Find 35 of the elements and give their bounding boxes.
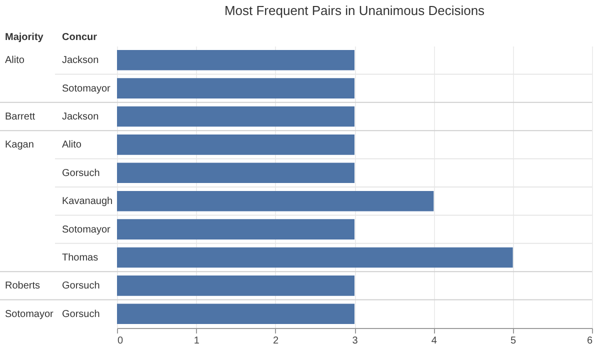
x-tick-label: 6	[586, 336, 593, 346]
y-tick-label: Thomas	[62, 252, 98, 264]
bar	[117, 50, 354, 70]
x-tick-label: 1	[194, 336, 200, 346]
y2-tick-label: Sotomayor	[5, 308, 54, 320]
y2-tick-label: Alito	[5, 55, 25, 66]
x-tick-label: 5	[510, 336, 517, 346]
text: Majority	[5, 32, 44, 43]
y-tick-label: Jackson	[62, 112, 99, 122]
y-tick-label: Kavanaugh	[62, 196, 113, 208]
y-tick-label: Gorsuch	[62, 308, 100, 320]
y2-tick-label: Barrett	[5, 112, 36, 122]
bar	[117, 219, 354, 240]
x-tick-label: 0	[118, 336, 124, 346]
x-tick-label: 4	[431, 336, 438, 346]
bar	[117, 106, 354, 127]
bar	[117, 162, 354, 184]
bar	[117, 304, 354, 324]
bar	[117, 276, 354, 296]
bar	[117, 134, 354, 155]
chart-title: Most Frequent Pairs in Unanimous Decisions	[224, 3, 486, 18]
y-tick-label: Jackson	[62, 55, 99, 66]
y-tick-label: Gorsuch	[62, 280, 100, 292]
y-tick-label: Gorsuch	[62, 168, 100, 179]
y-axis-title: Concur	[62, 32, 98, 43]
y-tick-label: Sotomayor	[62, 83, 112, 94]
y-tick-label: Sotomayor	[62, 224, 112, 236]
y2-tick-label: Kagan	[5, 140, 34, 151]
bar	[117, 78, 354, 98]
x-tick-label: 2	[273, 336, 280, 346]
bar	[117, 247, 513, 268]
bar	[117, 190, 434, 212]
x-tick-label: 3	[352, 336, 358, 346]
y2-tick-label: Roberts	[5, 280, 40, 292]
y-tick-label: Alito	[62, 140, 82, 151]
